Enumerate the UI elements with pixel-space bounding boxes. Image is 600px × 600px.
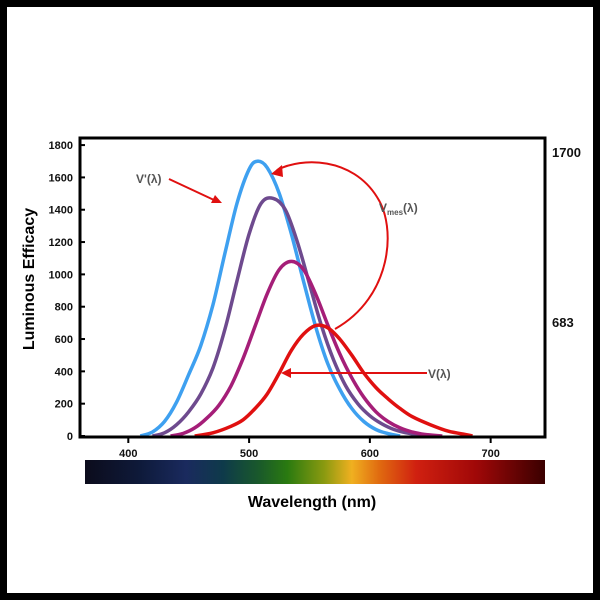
arrow-v-prime <box>168 178 215 201</box>
y-tick-label: 0 <box>67 431 73 443</box>
plot-area-border <box>78 136 547 439</box>
y-axis-title: Luminous Efficacy <box>21 208 38 350</box>
y-tick-label: 800 <box>55 302 73 314</box>
annotation-v-mes: Vmes(λ) <box>379 201 418 217</box>
series-mesopic-2-curve <box>170 259 443 438</box>
right-label-683: 683 <box>552 315 574 330</box>
annotation-v-photopic: V(λ) <box>428 367 451 381</box>
y-tick-label: 1600 <box>49 172 73 184</box>
x-axis-ticks: 400 500 600 700 <box>119 437 500 460</box>
x-tick-label: 500 <box>240 448 258 460</box>
figure-frame: Luminous Efficacy 0 200 400 600 800 1000 1200 1… <box>7 7 593 593</box>
series-v-photopic-curve <box>194 323 473 438</box>
arrowhead-v-photopic <box>281 368 291 378</box>
x-axis-title: Wavelength (nm) <box>248 494 376 511</box>
y-tick-label: 1800 <box>49 140 73 152</box>
arrow-v-mes-arc <box>276 161 389 330</box>
x-tick-label: 700 <box>481 448 499 460</box>
y-tick-label: 1000 <box>49 269 73 281</box>
series-group <box>139 159 473 438</box>
x-tick-label: 600 <box>361 448 379 460</box>
series-mesopic-1-curve <box>152 196 431 438</box>
y-tick-label: 200 <box>55 399 73 411</box>
x-tick-label: 400 <box>119 448 137 460</box>
arrowhead-v-mes <box>271 165 283 177</box>
y-tick-label: 1200 <box>49 237 73 249</box>
annotation-v-prime: V'(λ) <box>136 172 162 186</box>
y-tick-label: 400 <box>55 366 73 378</box>
spectrum-bar <box>85 460 545 484</box>
arrowhead-v-prime <box>211 195 222 203</box>
right-label-1700: 1700 <box>552 145 581 160</box>
series-v-prime-curve <box>139 159 401 438</box>
y-tick-label: 600 <box>55 334 73 346</box>
luminous-efficacy-chart: Luminous Efficacy 0 200 400 600 800 1000 1200 1… <box>21 136 581 511</box>
y-tick-label: 1400 <box>49 205 73 217</box>
